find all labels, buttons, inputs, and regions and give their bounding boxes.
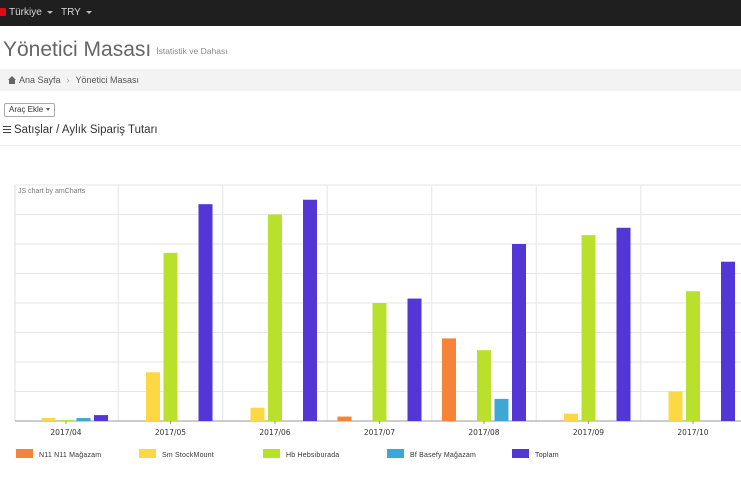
chevron-right-icon: ›	[66, 75, 70, 85]
sales-chart: 2017/04 2017/05 2017/06 2017/07 2017/08 2017/…	[14, 184, 741, 437]
chart-bar	[76, 418, 91, 421]
legend-item[interactable]: Bf Basefy Mağazam	[387, 449, 476, 461]
add-tool-label: Araç Ekle	[9, 105, 44, 114]
chart-bar	[163, 252, 178, 421]
chart-bar	[686, 291, 700, 421]
language-label: Türkiye	[9, 7, 42, 18]
chart-bar	[512, 244, 526, 421]
chart-bar	[494, 398, 509, 421]
chart-bar	[407, 298, 422, 421]
chart-bar	[616, 227, 631, 421]
breadcrumb-current: Yönetici Masası	[75, 75, 140, 85]
chart-bar	[250, 407, 265, 421]
section-title-text: Satışlar / Aylık Sipariş Tutarı	[14, 124, 158, 136]
chart-bar	[303, 199, 317, 421]
chart-bar	[146, 372, 160, 421]
legend-label: Toplam	[535, 452, 559, 459]
legend-swatch	[387, 449, 404, 458]
chevron-down-icon	[46, 10, 53, 14]
language-selector[interactable]: Türkiye	[0, 0, 53, 26]
chart-bar	[581, 235, 596, 421]
x-tick-label: 2017/10	[677, 428, 708, 437]
x-tick-label: 2017/06	[259, 428, 290, 437]
chevron-down-icon	[46, 108, 51, 112]
chart-x-axis: 2017/04 2017/05 2017/06 2017/07 2017/08 2017/…	[50, 421, 709, 437]
breadcrumb: Ana Sayfa › Yönetici Masası	[0, 69, 741, 91]
chart-bar	[41, 418, 56, 421]
legend-swatch	[263, 449, 280, 458]
chart-bar	[668, 391, 683, 421]
chart-bar	[337, 416, 352, 421]
x-tick-label: 2017/05	[155, 428, 186, 437]
chart-bar	[564, 413, 578, 421]
turkey-flag-icon	[0, 8, 6, 17]
legend-item[interactable]: Sm StockMount	[139, 449, 214, 461]
chevron-down-icon	[85, 10, 92, 14]
section-title: Satışlar / Aylık Sipariş Tutarı	[3, 124, 158, 136]
list-icon	[3, 126, 11, 133]
page-title: Yönetici Masası İstatistik ve Dahası	[3, 38, 228, 62]
page-subtitle: İstatistik ve Dahası	[156, 46, 228, 56]
currency-selector[interactable]: TRY	[61, 0, 92, 26]
chart-bar	[198, 204, 213, 421]
legend-swatch	[139, 449, 156, 458]
x-tick-label: 2017/04	[50, 428, 81, 437]
chart-bar	[372, 303, 387, 421]
x-tick-label: 2017/09	[573, 428, 604, 437]
x-tick-label: 2017/08	[468, 428, 499, 437]
legend-item[interactable]: Hb Hebsiburada	[263, 449, 339, 461]
legend-swatch	[512, 449, 529, 458]
legend-label: N11 N11 Mağazam	[39, 452, 102, 459]
chart-bar	[94, 415, 108, 421]
chart-credit[interactable]: JS chart by amCharts	[18, 188, 86, 195]
add-tool-button[interactable]: Araç Ekle	[4, 103, 56, 117]
legend-item[interactable]: N11 N11 Mağazam	[16, 449, 101, 461]
x-tick-label: 2017/07	[364, 428, 395, 437]
page-title-text: Yönetici Masası	[3, 38, 152, 61]
legend-label: Bf Basefy Mağazam	[410, 452, 477, 459]
breadcrumb-home-link[interactable]: Ana Sayfa	[19, 75, 61, 85]
chart-bar	[721, 261, 735, 421]
currency-label: TRY	[61, 7, 81, 18]
section-divider	[0, 145, 741, 146]
chart-bar	[442, 338, 456, 421]
legend-label: Sm StockMount	[162, 452, 215, 459]
legend-swatch	[16, 449, 33, 458]
chart-bar	[59, 420, 73, 421]
legend-item[interactable]: Toplam	[512, 449, 559, 461]
chart-bars	[41, 199, 735, 421]
legend-label: Hb Hebsiburada	[286, 452, 340, 459]
top-bar: Türkiye TRY	[0, 0, 741, 26]
chart-bar	[477, 350, 491, 421]
home-icon	[8, 76, 16, 84]
chart-bar	[268, 214, 282, 421]
